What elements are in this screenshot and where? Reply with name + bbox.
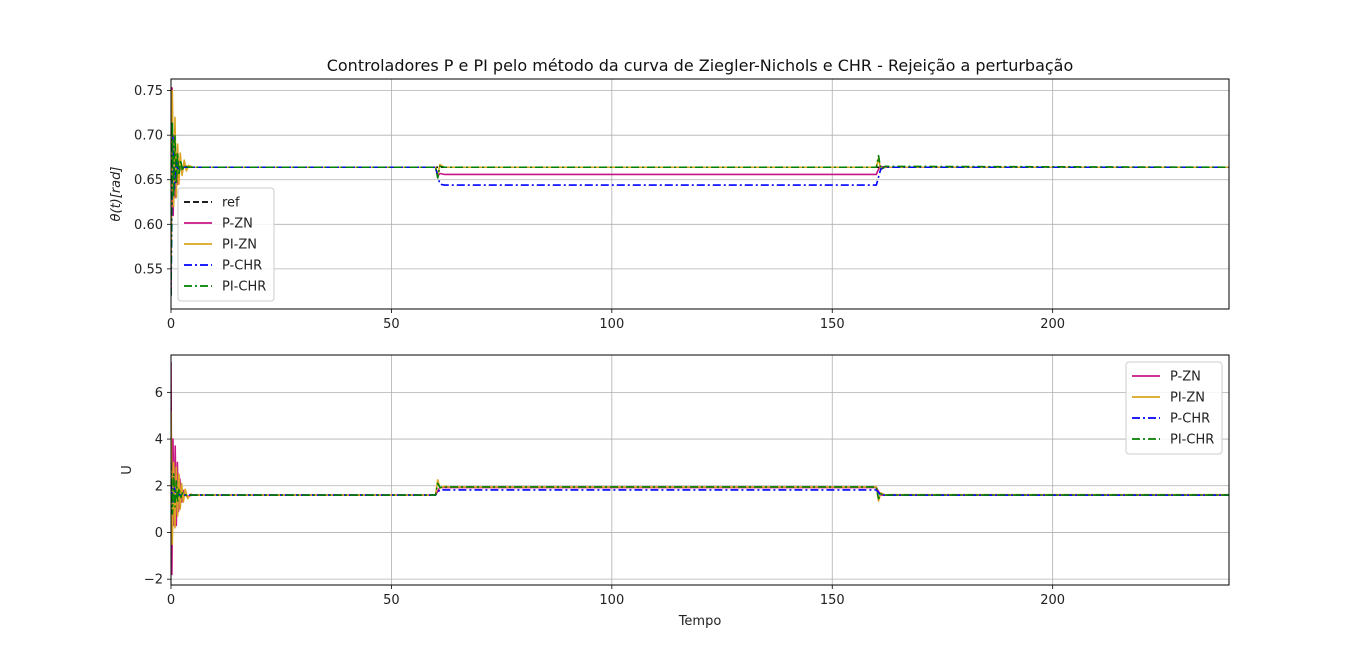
x-tick-label-bottom-4: 200 — [1040, 593, 1065, 608]
legend-label-bottom-pi-chr: PI-CHR — [1170, 433, 1214, 448]
y-tick-label-top-1: 0.60 — [134, 218, 163, 233]
series-line-top-p-chr — [171, 134, 1229, 296]
grid-top — [170, 79, 1229, 309]
y-axis-label-angle: θ(t)[rad] — [109, 167, 124, 222]
legend-label-top-p-chr: P-CHR — [222, 259, 262, 274]
legend-label-bottom-p-chr: P-CHR — [1170, 412, 1210, 427]
axes-top-background — [171, 79, 1229, 309]
series-line-bottom-pi-chr — [171, 462, 1229, 515]
legend-label-bottom-pi-zn: PI-ZN — [1170, 391, 1205, 406]
x-tick-label-bottom-1: 50 — [383, 593, 400, 608]
axes-bottom-background — [171, 355, 1229, 585]
x-tick-label-bottom-3: 150 — [820, 593, 845, 608]
axes-bottom-frame — [170, 354, 1230, 586]
y-tick-label-top-2: 0.65 — [134, 173, 163, 188]
y-tick-label-bottom-2: 2 — [155, 479, 163, 494]
angle-axes: 0 50 100 150 200 0.55 0.60 0.65 0.70 0.75 θ(t)[r… — [109, 78, 1230, 332]
control-axes: 0 50 100 150 200 −2 0 2 4 6 U Tempo P-ZN PI-ZN P-C… — [120, 354, 1230, 629]
y-ticks-top: 0.55 0.60 0.65 0.70 0.75 — [134, 84, 171, 277]
legend-box-top — [177, 187, 275, 302]
legend-box-bottom — [1125, 361, 1223, 455]
y-tick-label-top-4: 0.75 — [134, 84, 163, 99]
x-tick-label-bottom-0: 0 — [167, 593, 175, 608]
x-tick-label-top-2: 100 — [599, 317, 624, 332]
legend-label-top-pi-chr: PI-CHR — [222, 280, 266, 295]
y-axis-label-control: U — [120, 465, 135, 475]
y-tick-label-bottom-1: 0 — [155, 526, 163, 541]
series-line-bottom-p-chr — [171, 481, 1229, 503]
legend-label-top-p-zn: P-ZN — [222, 217, 253, 232]
legend-label-bottom-p-zn: P-ZN — [1170, 370, 1201, 385]
series-line-bottom-pi-zn — [171, 411, 1229, 545]
axes-top-frame — [170, 78, 1230, 310]
x-tick-label-top-3: 150 — [820, 317, 845, 332]
x-tick-label-top-0: 0 — [167, 317, 175, 332]
y-tick-label-top-3: 0.70 — [134, 129, 163, 144]
x-axis-label-time: Tempo — [678, 614, 722, 629]
series-top — [171, 87, 1229, 296]
legend-top: ref P-ZN PI-ZN P-CHR PI-CHR — [177, 187, 275, 302]
y-tick-label-bottom-0: −2 — [144, 573, 163, 588]
grid-bottom — [170, 355, 1229, 585]
series-bottom — [171, 362, 1229, 576]
x-tick-label-top-1: 50 — [383, 317, 400, 332]
y-ticks-bottom: −2 0 2 4 6 — [144, 386, 171, 588]
legend-label-top-ref: ref — [222, 196, 240, 211]
x-tick-label-top-4: 200 — [1040, 317, 1065, 332]
y-tick-label-top-0: 0.55 — [134, 262, 163, 277]
x-tick-label-bottom-2: 100 — [599, 593, 624, 608]
y-tick-label-bottom-3: 4 — [155, 433, 163, 448]
legend-label-top-pi-zn: PI-ZN — [222, 238, 257, 253]
y-tick-label-bottom-4: 6 — [155, 386, 163, 401]
x-ticks-top: 0 50 100 150 200 — [167, 309, 1065, 332]
series-line-top-pi-chr — [171, 120, 1229, 296]
legend-bottom: P-ZN PI-ZN P-CHR PI-CHR — [1125, 361, 1223, 455]
x-ticks-bottom: 0 50 100 150 200 — [167, 585, 1065, 608]
chart-title: Controladores P e PI pelo método da curv… — [327, 56, 1074, 75]
